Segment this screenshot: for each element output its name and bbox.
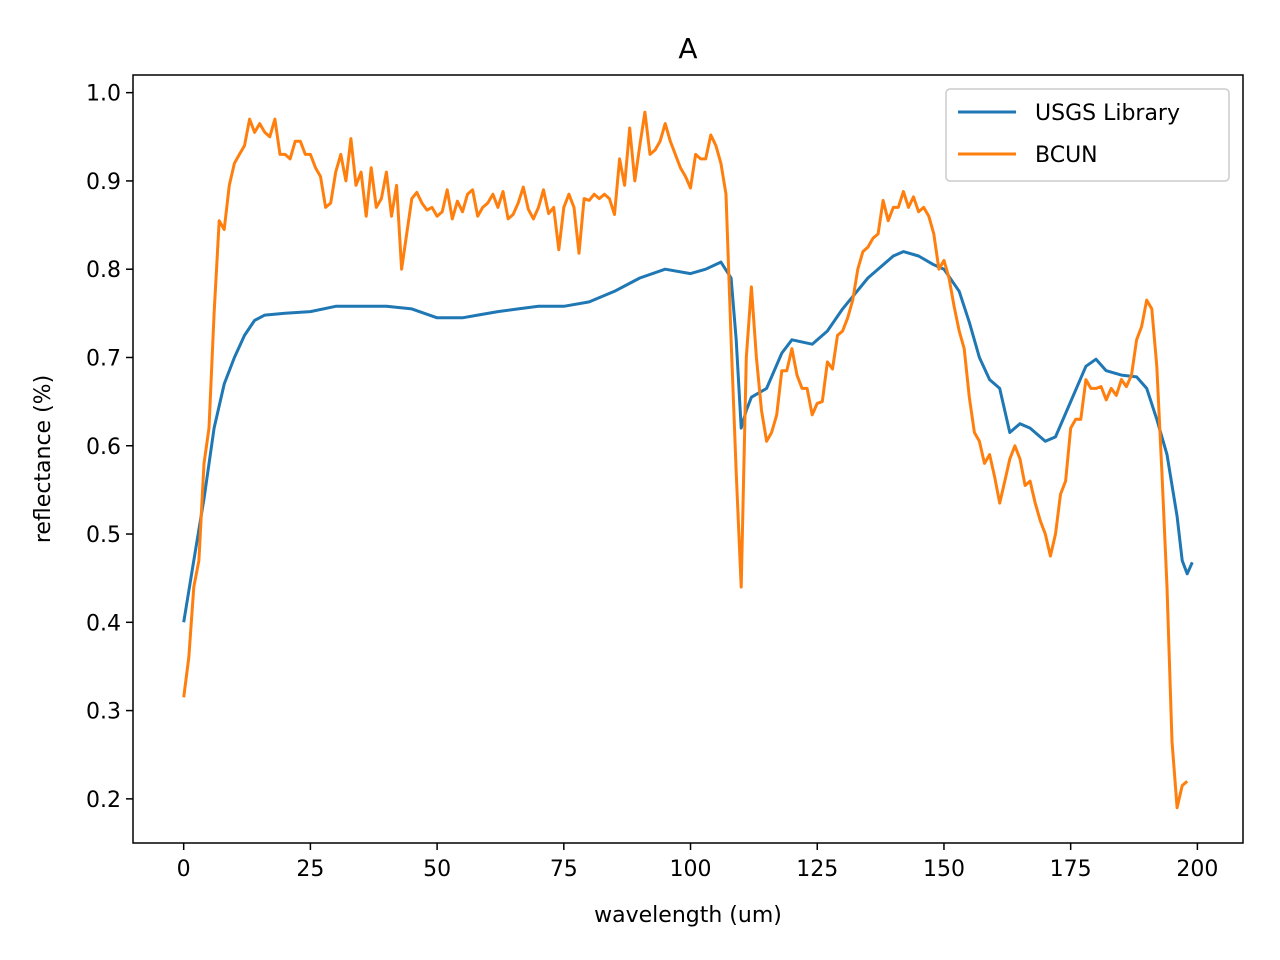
x-tick-label: 150 [923,857,965,882]
legend-box [945,88,1230,182]
y-tick-label: 0.9 [86,170,121,195]
x-axis-label: wavelength (um) [594,903,782,928]
y-tick-label: 0.5 [86,523,121,548]
x-tick-label: 125 [796,857,838,882]
y-tick-label: 0.2 [86,788,121,813]
plot-frame [132,74,1244,844]
x-tick-label: 100 [670,857,712,882]
y-tick-label: 0.7 [86,346,121,371]
x-tick-label: 0 [177,857,191,882]
series-line-2 [182,110,1189,810]
x-tick-label: 50 [423,857,451,882]
x-tick-label: 200 [1176,857,1218,882]
y-tick-label: 0.3 [86,700,121,725]
legend: USGS Library BCUN [945,88,1230,182]
y-tick-label: 0.6 [86,435,121,460]
legend-label-1: USGS Library [1035,101,1180,126]
y-axis: 0.2 0.3 0.4 0.5 0.6 0.7 0.8 0.9 1.0 [86,82,133,813]
x-axis: 0 25 50 75 100 125 150 175 200 [177,843,1218,882]
y-tick-label: 1.0 [86,82,121,107]
x-tick-label: 25 [296,857,324,882]
legend-label-2: BCUN [1035,143,1098,168]
y-axis-label: reflectance (%) [31,375,56,543]
plot-area [132,74,1244,844]
x-tick-label: 75 [550,857,578,882]
x-tick-label: 175 [1050,857,1092,882]
series-line-1 [182,250,1194,623]
y-tick-label: 0.4 [86,611,121,636]
y-tick-label: 0.8 [86,258,121,283]
chart-title: A [678,32,697,65]
